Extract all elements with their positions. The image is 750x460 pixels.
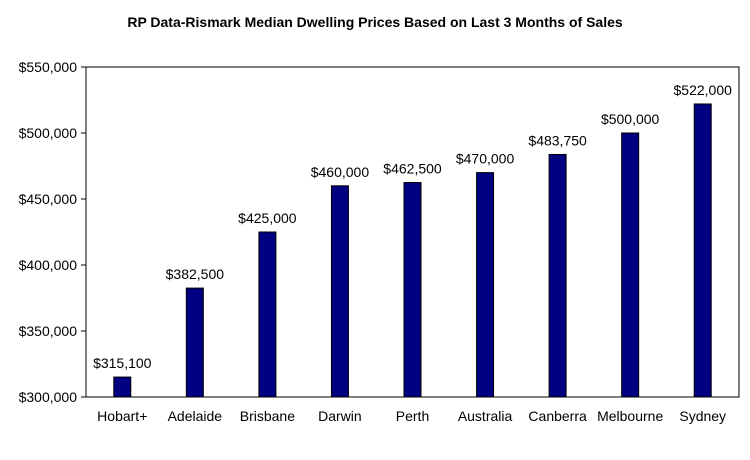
x-tick-label: Adelaide: [168, 408, 223, 424]
bar-perth: [403, 182, 422, 398]
data-label: $470,000: [456, 151, 515, 167]
x-tick-label: Hobart+: [97, 408, 147, 424]
data-label: $315,100: [93, 355, 152, 371]
bar-adelaide: [185, 287, 204, 398]
y-tick-label: $500,000: [19, 125, 78, 141]
bar-brisbane: [258, 231, 277, 398]
bar-hobart: [113, 376, 132, 398]
data-label: $425,000: [238, 210, 297, 226]
y-tick-label: $350,000: [19, 323, 78, 339]
y-tick-label: $300,000: [19, 389, 78, 405]
data-label: $522,000: [674, 82, 733, 98]
data-label: $462,500: [383, 161, 442, 177]
data-label: $483,750: [528, 132, 587, 148]
y-tick-label: $550,000: [19, 59, 78, 75]
y-tick-label: $400,000: [19, 257, 78, 273]
x-tick-label: Darwin: [318, 408, 362, 424]
x-tick-label: Melbourne: [597, 408, 663, 424]
data-label: $500,000: [601, 111, 660, 127]
x-tick-label: Canberra: [528, 408, 587, 424]
x-tick-label: Brisbane: [240, 408, 295, 424]
y-tick-label: $450,000: [19, 191, 78, 207]
data-label: $382,500: [166, 266, 225, 282]
bar-canberra: [548, 153, 567, 398]
x-tick-label: Australia: [458, 408, 513, 424]
chart-title: RP Data-Rismark Median Dwelling Prices B…: [127, 14, 623, 30]
bar-sydney: [693, 103, 712, 398]
plot-border: [85, 66, 740, 398]
bar-australia: [476, 172, 495, 398]
bar-melbourne: [621, 132, 640, 398]
x-tick-label: Sydney: [679, 408, 726, 424]
x-tick-label: Perth: [396, 408, 429, 424]
bar-darwin: [330, 185, 349, 398]
data-label: $460,000: [311, 164, 370, 180]
